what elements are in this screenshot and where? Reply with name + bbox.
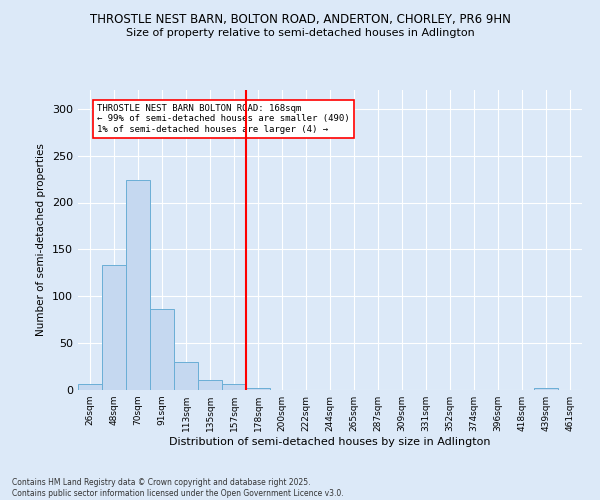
Bar — [246, 388, 270, 390]
Text: THROSTLE NEST BARN, BOLTON ROAD, ANDERTON, CHORLEY, PR6 9HN: THROSTLE NEST BARN, BOLTON ROAD, ANDERTO… — [89, 12, 511, 26]
Bar — [222, 384, 246, 390]
X-axis label: Distribution of semi-detached houses by size in Adlington: Distribution of semi-detached houses by … — [169, 437, 491, 447]
Bar — [102, 266, 126, 390]
Bar — [150, 310, 174, 390]
Bar — [174, 362, 198, 390]
Bar — [198, 380, 222, 390]
Text: Size of property relative to semi-detached houses in Adlington: Size of property relative to semi-detach… — [125, 28, 475, 38]
Text: Contains HM Land Registry data © Crown copyright and database right 2025.
Contai: Contains HM Land Registry data © Crown c… — [12, 478, 344, 498]
Bar — [534, 388, 558, 390]
Y-axis label: Number of semi-detached properties: Number of semi-detached properties — [37, 144, 46, 336]
Bar — [78, 384, 102, 390]
Bar — [126, 180, 150, 390]
Text: THROSTLE NEST BARN BOLTON ROAD: 168sqm
← 99% of semi-detached houses are smaller: THROSTLE NEST BARN BOLTON ROAD: 168sqm ←… — [97, 104, 350, 134]
